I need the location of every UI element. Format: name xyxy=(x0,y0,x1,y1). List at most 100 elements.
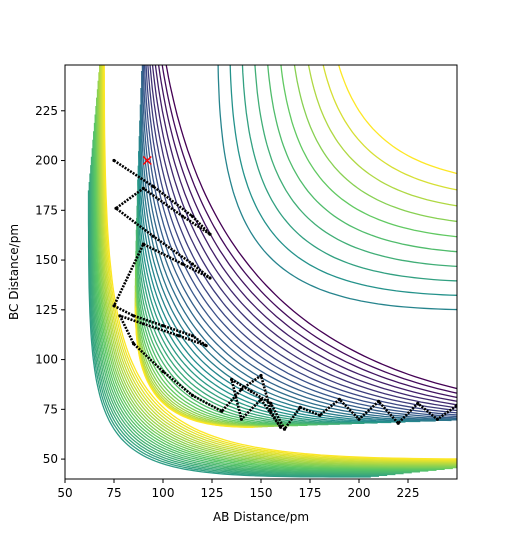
trajectory-point xyxy=(337,397,341,401)
trajectory-point xyxy=(377,399,381,403)
x-tick-label: 225 xyxy=(397,486,420,500)
x-axis: 50 75 100 125 150 175 200 225 xyxy=(57,479,419,500)
x-tick-label: 150 xyxy=(250,486,273,500)
trajectory-point xyxy=(318,413,322,417)
contour-line xyxy=(141,65,457,419)
trajectory-point xyxy=(190,262,194,266)
contour-line xyxy=(97,80,457,467)
contour-line xyxy=(94,114,445,470)
contour-line xyxy=(154,65,457,402)
contour-line xyxy=(137,165,392,424)
contour-line xyxy=(161,65,457,394)
x-tick-label: 50 xyxy=(57,486,72,500)
trajectory-point xyxy=(190,214,194,218)
contour-line xyxy=(89,173,388,476)
trajectory-point xyxy=(190,334,194,338)
trajectory-point xyxy=(269,401,273,405)
trajectory-point xyxy=(118,314,122,318)
contour-line xyxy=(147,65,457,412)
x-axis-title: AB Distance/pm xyxy=(213,510,309,524)
contour-line xyxy=(90,156,404,475)
contour-line xyxy=(140,88,457,421)
contour-line xyxy=(267,65,457,253)
contour-line xyxy=(95,106,453,470)
trajectory-point xyxy=(239,417,243,421)
trajectory-point xyxy=(177,334,181,338)
contour-lines xyxy=(87,65,457,478)
contour-line xyxy=(322,65,457,191)
trajectory-point xyxy=(259,397,263,401)
trajectory-point xyxy=(204,344,208,348)
contour-line xyxy=(101,65,457,463)
y-tick-label: 150 xyxy=(35,253,58,267)
contour-line xyxy=(134,285,275,428)
trajectory-point xyxy=(112,304,116,308)
trajectory-point xyxy=(435,417,439,421)
contour-line xyxy=(151,65,457,406)
y-tick-label: 100 xyxy=(35,353,58,367)
contour-line xyxy=(99,65,457,464)
contour-line xyxy=(293,65,457,223)
contour-line xyxy=(136,218,340,425)
contour-line xyxy=(135,251,308,426)
contour-line xyxy=(88,182,379,477)
contour-line xyxy=(90,165,396,476)
x-tick-label: 175 xyxy=(299,486,322,500)
contour-line xyxy=(93,131,429,472)
trajectory-series xyxy=(112,158,457,431)
contour-line xyxy=(157,65,457,399)
trajectory-point xyxy=(230,377,234,382)
x-tick-label: 200 xyxy=(348,486,371,500)
contour-line xyxy=(142,65,457,418)
start-marker xyxy=(142,156,152,166)
trajectory-point xyxy=(396,421,400,425)
contour-line xyxy=(96,97,457,469)
contour-line xyxy=(135,240,318,426)
trajectory-point xyxy=(269,409,273,413)
trajectory-point xyxy=(208,232,212,236)
contour-line xyxy=(241,65,457,282)
contour-line xyxy=(139,104,452,422)
y-axis: 50 75 100 125 150 175 200 225 xyxy=(35,104,65,466)
contour-line xyxy=(254,65,457,268)
trajectory-point xyxy=(132,342,136,346)
y-tick-label: 200 xyxy=(35,154,58,168)
contour-line xyxy=(98,72,457,466)
trajectory-point xyxy=(161,324,165,328)
trajectory-point xyxy=(141,242,145,246)
contour-line xyxy=(135,260,298,427)
y-tick-label: 175 xyxy=(35,203,58,217)
contour-line xyxy=(141,71,457,420)
trajectory-point xyxy=(357,417,361,421)
contour-line xyxy=(102,65,457,462)
contour-line xyxy=(149,65,457,409)
y-tick-label: 125 xyxy=(35,303,58,317)
trajectory-point xyxy=(141,322,145,326)
y-tick-label: 75 xyxy=(43,402,58,416)
trajectory-point xyxy=(114,206,118,210)
trajectory-point xyxy=(161,369,165,374)
trajectory-point xyxy=(208,276,212,280)
contour-line xyxy=(165,65,457,390)
x-tick-label: 100 xyxy=(152,486,175,500)
contour-line xyxy=(217,65,457,311)
y-tick-label: 225 xyxy=(35,104,58,118)
contour-line xyxy=(102,65,457,461)
trajectory-point xyxy=(249,389,253,393)
contour-line xyxy=(134,278,282,427)
trajectory-point xyxy=(141,186,145,190)
contour-line xyxy=(136,192,365,425)
contour-line xyxy=(103,65,457,460)
contour-line xyxy=(280,65,457,238)
trajectory-point xyxy=(282,427,287,431)
trajectory-point xyxy=(181,214,185,218)
x-tick-label: 125 xyxy=(201,486,224,500)
contour-line xyxy=(307,65,457,207)
trajectory-point xyxy=(132,314,136,318)
trajectory-point xyxy=(298,405,302,409)
contour-line xyxy=(137,179,378,424)
contour-line xyxy=(338,65,457,175)
contour-line xyxy=(100,65,457,464)
contour-line xyxy=(91,148,412,474)
